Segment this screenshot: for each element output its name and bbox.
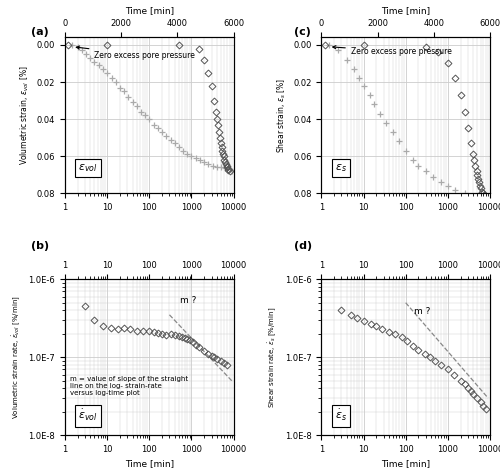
X-axis label: Time [min]: Time [min] [381,460,430,468]
Text: Zero excess pore pressure: Zero excess pore pressure [76,46,196,60]
X-axis label: Time [min]: Time [min] [381,6,430,15]
Text: m = value of slope of the straight
line on the log- strain-rate
versus log-time : m = value of slope of the straight line … [70,376,188,396]
Text: Zero excess pore pressure: Zero excess pore pressure [333,46,452,56]
Text: $\dot{\varepsilon}_{vol}$: $\dot{\varepsilon}_{vol}$ [78,409,98,424]
Y-axis label: Shear strain rate, $\dot{\varepsilon}_s$ [%/min]: Shear strain rate, $\dot{\varepsilon}_s$… [267,307,280,408]
Text: m ?: m ? [180,296,196,305]
X-axis label: Time [min]: Time [min] [125,6,174,15]
Y-axis label: Shear strain, $\epsilon_s$ [%]: Shear strain, $\epsilon_s$ [%] [275,78,287,153]
Text: (c): (c) [294,28,311,37]
Text: (d): (d) [294,241,312,251]
Y-axis label: Volumetric strain, $\epsilon_{vol}$ [%]: Volumetric strain, $\epsilon_{vol}$ [%] [18,66,31,165]
Text: m ?: m ? [414,307,430,315]
Text: $\dot{\varepsilon}_s$: $\dot{\varepsilon}_s$ [335,409,347,424]
Text: $\varepsilon_{vol}$: $\varepsilon_{vol}$ [78,162,98,174]
Text: (b): (b) [32,241,50,251]
Text: $\varepsilon_s$: $\varepsilon_s$ [335,162,346,174]
X-axis label: Time [min]: Time [min] [125,460,174,468]
Text: (a): (a) [32,28,49,37]
Y-axis label: Volumetric strain rate, $\dot{\varepsilon}_{vol}$ [%/min]: Volumetric strain rate, $\dot{\varepsilo… [10,295,23,419]
